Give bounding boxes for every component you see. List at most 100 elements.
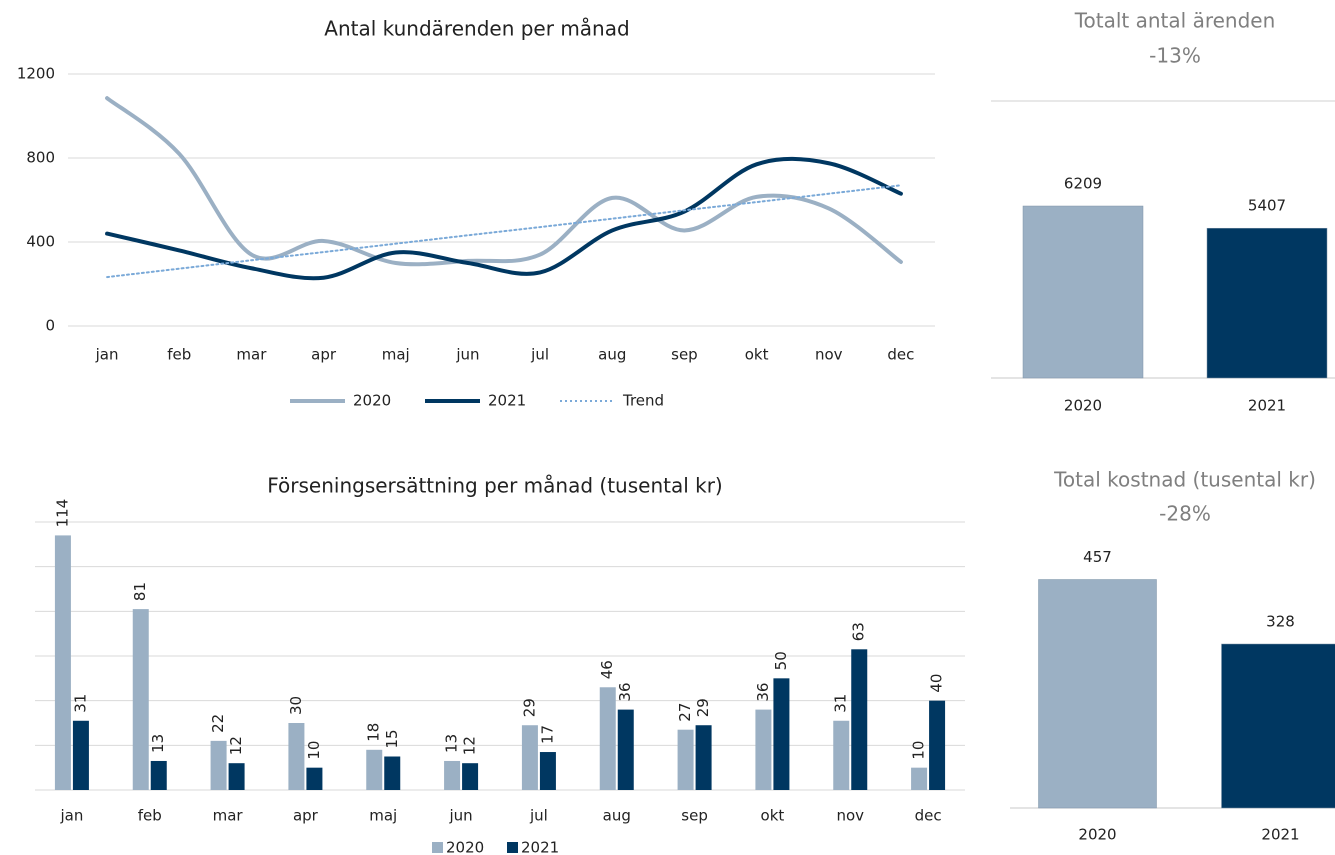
x-tick-label: jul — [530, 346, 549, 364]
value-label: 328 — [1266, 613, 1295, 631]
bar — [384, 756, 401, 790]
bar — [444, 760, 461, 790]
x-tick-label: jan — [59, 807, 83, 825]
legend-label: 2020 — [446, 839, 484, 855]
value-label: 30 — [287, 696, 305, 715]
x-tick-label: mar — [236, 346, 267, 364]
legend-label: 2020 — [353, 392, 391, 410]
legend-label: 2021 — [521, 839, 559, 855]
value-label: 40 — [928, 674, 946, 693]
bar — [72, 720, 89, 790]
y-tick-label: 1200 — [17, 65, 55, 83]
chart-subtitle: -13% — [1149, 44, 1201, 68]
bar — [851, 649, 868, 790]
bar — [929, 700, 946, 790]
value-label: 81 — [131, 582, 149, 601]
line — [105, 156, 903, 281]
x-tick-label: jan — [95, 346, 119, 364]
bar — [833, 720, 850, 790]
bar — [695, 725, 712, 790]
bar — [539, 752, 556, 790]
value-label: 36 — [616, 683, 634, 702]
chart-subtitle: -28% — [1159, 502, 1211, 526]
legend-swatch — [507, 842, 518, 853]
x-tick-label: apr — [293, 807, 319, 825]
chart-title: Antal kundärenden per månad — [324, 17, 629, 41]
bar — [755, 709, 772, 790]
bar — [911, 767, 928, 790]
x-tick-label: 2021 — [1261, 826, 1299, 844]
value-label: 114 — [53, 499, 71, 528]
bar — [1038, 579, 1157, 809]
value-label: 46 — [598, 660, 616, 679]
x-tick-label: aug — [603, 807, 631, 825]
legend-label: Trend — [622, 392, 664, 410]
x-tick-label: dec — [915, 807, 942, 825]
bar — [521, 725, 538, 790]
line — [106, 184, 902, 279]
x-tick-label: maj — [369, 807, 397, 825]
bar — [228, 763, 245, 790]
x-tick-label: 2020 — [1078, 826, 1116, 844]
x-tick-label: jun — [448, 807, 472, 825]
x-tick-label: aug — [598, 346, 626, 364]
x-tick-label: mar — [213, 807, 244, 825]
x-tick-label: okt — [761, 807, 785, 825]
line — [105, 96, 903, 267]
x-tick-label: 2020 — [1064, 397, 1102, 415]
legend-swatch — [432, 842, 443, 853]
bar — [617, 709, 634, 790]
x-tick-label: okt — [745, 346, 769, 364]
value-label: 27 — [676, 703, 694, 722]
x-tick-label: sep — [671, 346, 698, 364]
bar — [288, 723, 305, 790]
chart-title: Total kostnad (tusental kr) — [1053, 468, 1316, 492]
value-label: 31 — [71, 694, 89, 713]
value-label: 50 — [772, 651, 790, 670]
x-tick-label: feb — [167, 346, 191, 364]
x-tick-label: feb — [138, 807, 162, 825]
value-label: 12 — [227, 736, 245, 755]
bar — [599, 687, 616, 790]
value-label: 6209 — [1064, 175, 1102, 193]
value-label: 29 — [520, 698, 538, 717]
bar — [366, 749, 383, 790]
legend-label: 2021 — [488, 392, 526, 410]
value-label: 31 — [832, 694, 850, 713]
y-tick-label: 800 — [26, 149, 55, 167]
value-label: 13 — [443, 734, 461, 753]
value-label: 13 — [149, 734, 167, 753]
x-tick-label: 2021 — [1248, 397, 1286, 415]
x-tick-label: sep — [681, 807, 708, 825]
value-label: 5407 — [1248, 197, 1286, 215]
chart-title: Totalt antal ärenden — [1074, 9, 1276, 33]
bar — [150, 760, 167, 790]
value-label: 10 — [305, 741, 323, 760]
bar — [1221, 643, 1335, 809]
y-tick-label: 0 — [45, 317, 55, 335]
bar — [210, 740, 227, 790]
value-label: 12 — [461, 736, 479, 755]
bar — [1022, 205, 1144, 379]
value-label: 18 — [365, 723, 383, 742]
value-label: 63 — [850, 622, 868, 641]
x-tick-label: jul — [529, 807, 548, 825]
bar — [132, 609, 149, 790]
bar — [54, 535, 71, 790]
x-tick-label: apr — [311, 346, 337, 364]
x-tick-label: nov — [815, 346, 843, 364]
bar — [1206, 227, 1328, 379]
bar — [677, 729, 694, 790]
chart-title: Förseningsersättning per månad (tusental… — [267, 474, 723, 498]
bar — [462, 763, 479, 790]
x-tick-label: jun — [455, 346, 479, 364]
x-tick-label: nov — [836, 807, 864, 825]
value-label: 36 — [754, 683, 772, 702]
value-label: 10 — [910, 741, 928, 760]
value-label: 29 — [694, 698, 712, 717]
value-label: 17 — [538, 725, 556, 744]
y-tick-label: 400 — [26, 233, 55, 251]
x-tick-label: maj — [382, 346, 410, 364]
value-label: 22 — [209, 714, 227, 733]
